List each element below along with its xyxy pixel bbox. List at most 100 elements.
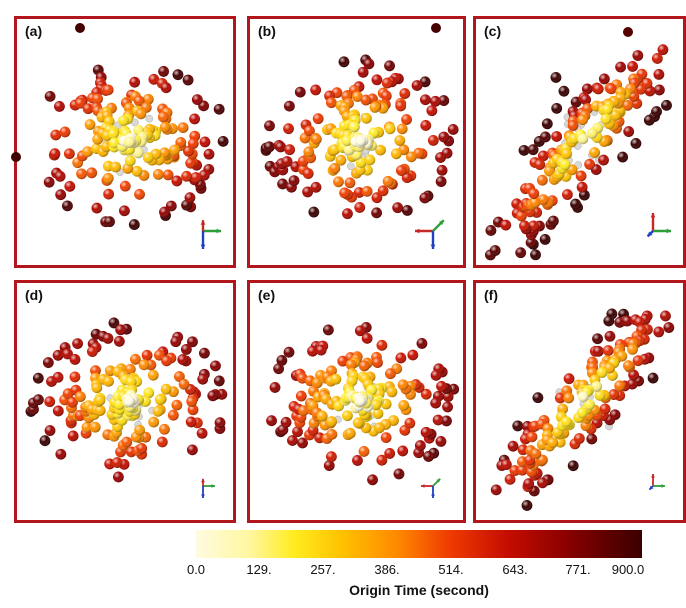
event-sphere: [325, 451, 337, 463]
event-sphere: [315, 344, 327, 356]
event-sphere: [516, 464, 528, 476]
event-sphere: [489, 245, 501, 256]
event-sphere: [310, 84, 322, 96]
event-sphere: [210, 360, 221, 372]
event-sphere: [436, 380, 447, 392]
event-sphere: [108, 128, 119, 140]
event-sphere: [634, 316, 645, 328]
event-sphere: [357, 66, 369, 78]
event-sphere: [72, 338, 83, 350]
event-sphere: [333, 176, 344, 188]
event-sphere: [217, 135, 229, 147]
event-sphere: [627, 61, 638, 72]
event-sphere: [384, 60, 395, 72]
event-sphere: [577, 114, 588, 126]
event-sphere: [199, 136, 211, 148]
event-sphere: [186, 444, 198, 456]
event-sphere: [361, 112, 372, 124]
event-sphere: [376, 339, 388, 351]
panel-scatter: [490, 308, 675, 511]
event-sphere: [76, 168, 87, 180]
event-sphere: [589, 147, 601, 158]
event-sphere: [398, 399, 410, 411]
event-sphere: [54, 170, 66, 182]
event-sphere: [190, 172, 202, 183]
event-sphere: [92, 93, 103, 105]
event-sphere: [528, 188, 540, 199]
event-sphere: [162, 169, 174, 181]
event-sphere: [325, 97, 337, 109]
event-sphere: [405, 151, 417, 163]
origin-marker: [145, 114, 154, 123]
event-sphere: [559, 159, 571, 171]
event-sphere: [602, 345, 614, 356]
event-sphere: [100, 141, 112, 153]
event-sphere: [435, 176, 447, 187]
event-sphere: [371, 192, 383, 204]
event-sphere: [154, 394, 166, 406]
event-sphere: [177, 354, 189, 365]
event-sphere: [94, 405, 106, 416]
event-sphere: [104, 216, 115, 228]
event-sphere: [380, 432, 392, 444]
event-sphere: [426, 105, 438, 117]
event-sphere: [344, 427, 356, 439]
event-sphere: [338, 56, 350, 68]
event-sphere: [352, 417, 364, 429]
event-sphere: [397, 379, 409, 391]
event-sphere: [375, 144, 386, 156]
event-sphere: [355, 395, 366, 407]
event-sphere: [198, 347, 210, 359]
event-sphere: [525, 237, 537, 248]
event-sphere: [187, 336, 198, 348]
event-sphere: [441, 415, 452, 427]
event-sphere: [519, 220, 530, 232]
event-sphere: [173, 371, 185, 382]
event-sphere: [213, 103, 225, 115]
event-sphere: [518, 144, 530, 156]
event-sphere: [361, 185, 373, 197]
event-sphere: [430, 397, 442, 409]
event-sphere: [67, 396, 78, 408]
colorbar-tick: 257.: [310, 562, 336, 577]
event-sphere: [381, 77, 393, 89]
event-sphere: [103, 188, 115, 200]
event-sphere: [370, 399, 382, 411]
event-sphere: [64, 180, 76, 192]
event-sphere: [157, 111, 169, 123]
event-sphere: [342, 208, 353, 220]
event-sphere: [287, 435, 298, 446]
event-sphere: [156, 436, 168, 448]
event-sphere: [69, 371, 81, 383]
event-sphere: [124, 363, 136, 375]
event-sphere: [152, 168, 164, 180]
event-sphere: [143, 387, 155, 399]
event-sphere: [419, 192, 431, 204]
event-sphere: [213, 375, 225, 387]
event-sphere: [198, 169, 210, 181]
event-sphere: [67, 430, 79, 442]
event-sphere: [354, 202, 366, 213]
event-sphere: [128, 219, 140, 230]
event-sphere: [598, 154, 609, 166]
event-sphere: [614, 380, 626, 392]
event-sphere: [411, 80, 423, 91]
event-sphere: [159, 423, 170, 435]
event-sphere: [171, 175, 183, 187]
event-sphere: [586, 127, 598, 139]
event-sphere: [55, 448, 67, 460]
event-sphere: [352, 455, 363, 466]
event-sphere: [353, 187, 365, 198]
event-sphere: [59, 126, 71, 138]
event-sphere: [86, 167, 98, 179]
event-sphere: [326, 428, 338, 440]
event-sphere: [500, 459, 512, 470]
event-sphere: [280, 416, 292, 428]
event-sphere: [180, 343, 192, 355]
event-sphere: [39, 435, 51, 447]
event-sphere: [573, 433, 585, 444]
event-sphere: [103, 375, 114, 387]
event-sphere: [420, 120, 432, 131]
event-sphere: [52, 405, 64, 417]
colorbar-tick: 900.0: [611, 562, 645, 577]
